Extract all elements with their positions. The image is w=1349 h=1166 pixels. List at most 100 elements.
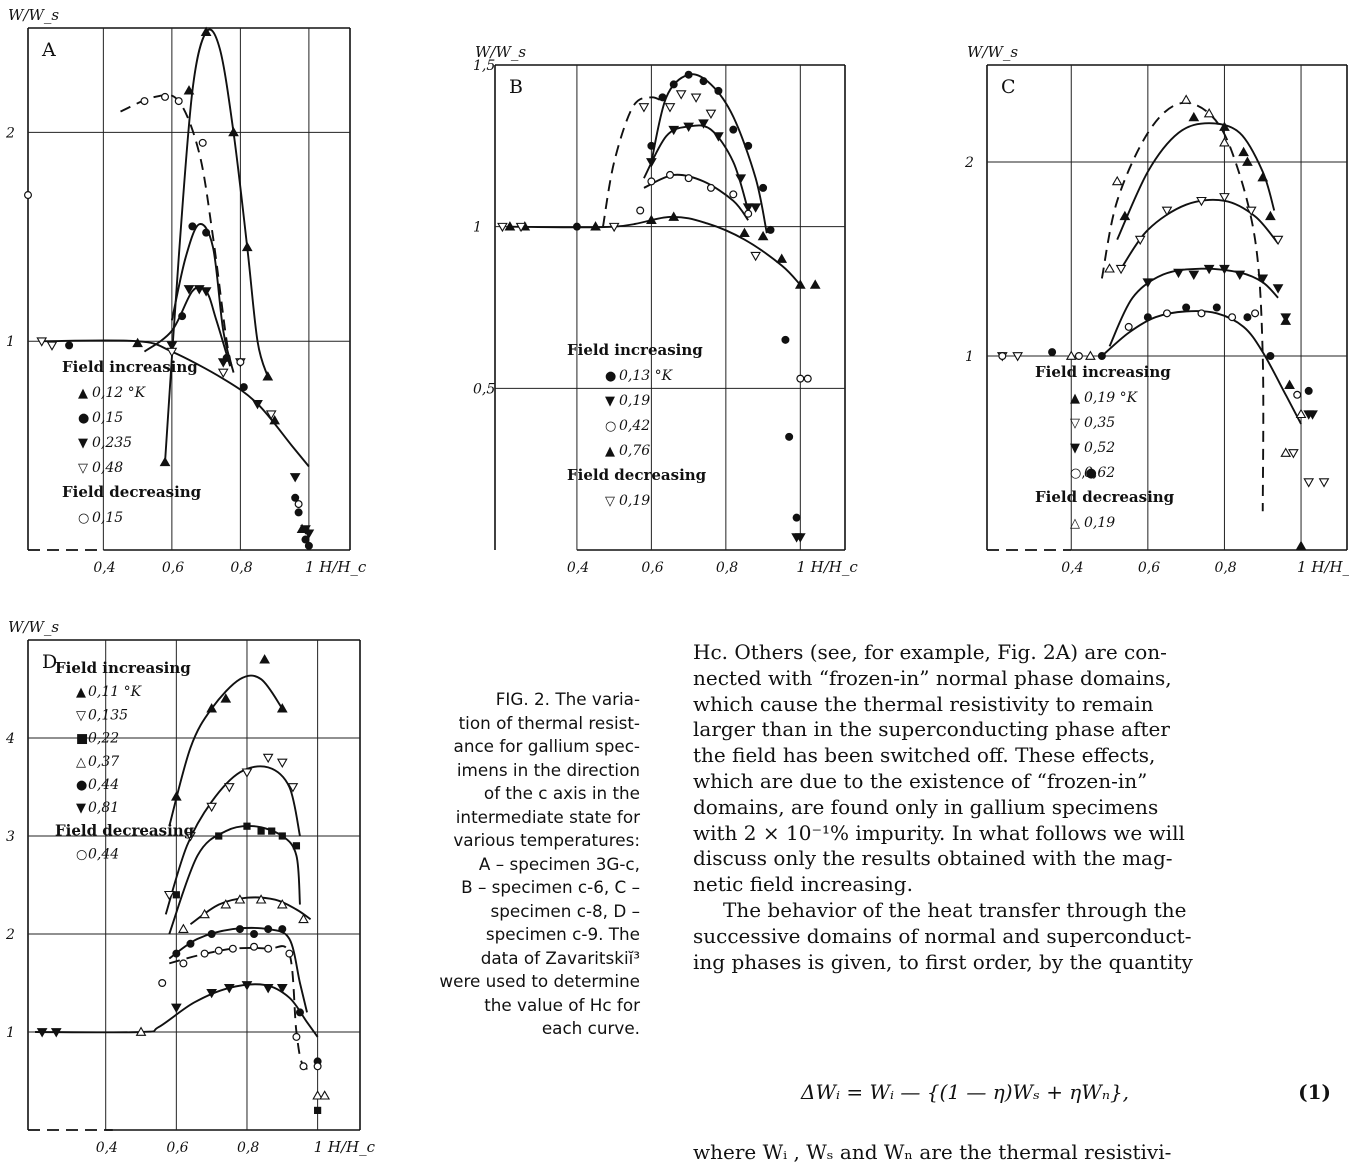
legend-label: 0,37 <box>88 754 119 770</box>
data-point <box>228 944 237 953</box>
data-point <box>278 925 287 934</box>
data-point <box>706 183 715 192</box>
data-point <box>1219 121 1230 131</box>
y-tick-label: 1 <box>473 220 482 236</box>
equation-number: (1) <box>1298 1080 1331 1104</box>
data-point <box>1245 206 1257 217</box>
series-2-curve <box>143 285 232 367</box>
data-point <box>572 222 581 231</box>
data-point <box>1243 313 1252 322</box>
data-point <box>299 1062 308 1071</box>
data-point <box>259 654 270 664</box>
data-point <box>647 141 656 150</box>
data-point <box>135 1026 147 1036</box>
series-0-curve <box>1116 122 1276 240</box>
y-tick-label: 0,5 <box>473 381 495 397</box>
data-point <box>646 214 657 225</box>
series-3-points <box>504 211 821 289</box>
series-1-points <box>996 193 1330 488</box>
panel-letter: C <box>1001 76 1016 98</box>
legend-marker: △ <box>76 755 86 770</box>
data-point <box>1212 303 1221 312</box>
series-3-points <box>135 894 331 1100</box>
y-axis-label: W/W_s <box>475 43 526 61</box>
data-point <box>301 535 310 544</box>
data-point <box>265 410 277 420</box>
x-axis-label: 1 H/H_c <box>305 558 367 576</box>
data-point <box>166 341 178 351</box>
data-point <box>294 508 303 517</box>
data-point <box>159 456 171 467</box>
data-point <box>223 984 235 994</box>
data-point <box>1111 175 1123 186</box>
caption-line: FIG. 2. The varia- <box>495 689 640 709</box>
equation-body: ΔWᵢ = Wᵢ — {(1 — η)Wₛ + ηWₙ}, <box>801 1080 1130 1104</box>
legend-label: 0,44 <box>88 777 119 793</box>
series-1-curve <box>170 223 235 373</box>
data-point <box>269 415 280 425</box>
data-point <box>590 221 601 231</box>
data-point <box>200 287 212 297</box>
data-point <box>1242 156 1253 166</box>
data-point <box>276 758 288 769</box>
data-point <box>675 90 687 100</box>
caption-line: specimen c-8, D – <box>490 900 640 921</box>
x-tick-label: 0,6 <box>162 560 184 576</box>
data-point <box>698 119 709 129</box>
body-line: which are due to the existence of “froze… <box>693 768 1148 793</box>
data-point <box>658 93 667 102</box>
data-point <box>50 1028 62 1038</box>
data-point <box>729 190 738 199</box>
data-point <box>257 827 265 835</box>
data-point <box>792 513 801 522</box>
data-point <box>1085 350 1096 360</box>
series-3-points <box>998 303 1313 399</box>
data-point <box>497 222 508 233</box>
body-text: Hc. Others (see, for example, Fig. 2A) a… <box>693 640 1333 975</box>
data-point <box>298 913 309 924</box>
y-tick-label: 1 <box>6 334 15 350</box>
data-point <box>200 26 212 37</box>
series-1-curve <box>164 765 301 915</box>
equation-1: ΔWᵢ = Wᵢ — {(1 — η)Wₛ + ηWₙ}, (1) <box>693 1080 1333 1110</box>
legend-increasing-title: Field increasing <box>567 341 703 359</box>
series-1-points <box>646 119 806 543</box>
data-point <box>684 70 693 79</box>
data-point <box>236 358 245 367</box>
caption-line: of the c axis in the <box>483 783 640 803</box>
panel-b-chart: 0,4 0,6 0,8 1 H/H_c 0,5 1 1,5W/W_s B Field incre… <box>473 43 858 576</box>
legend-label: 0,52 <box>1084 440 1115 456</box>
data-point <box>1303 478 1315 488</box>
legend-label: 0,76 <box>619 443 650 459</box>
data-point <box>268 827 276 835</box>
data-point <box>250 930 259 939</box>
series-1-points <box>163 753 299 901</box>
grid <box>27 639 361 1131</box>
legend-marker: ▽ <box>1070 416 1080 431</box>
data-point <box>666 170 675 179</box>
body-line: Hc. Others (see, for example, Fig. 2A) a… <box>693 640 1167 664</box>
data-point <box>713 132 724 142</box>
y-tick-label: 2 <box>964 155 974 171</box>
data-point <box>1266 352 1275 361</box>
x-tick-label: 0,6 <box>1138 560 1160 576</box>
data-point <box>684 174 693 183</box>
series-4-curve <box>120 93 235 373</box>
x-tick-label: 0,6 <box>641 560 663 576</box>
y-tick-label: 2 <box>5 927 15 943</box>
legend-marker: ▼ <box>78 436 88 451</box>
data-point <box>1219 193 1230 203</box>
data-point <box>803 374 812 383</box>
series-4-points <box>497 90 761 262</box>
data-point <box>1163 309 1172 318</box>
data-point <box>295 1008 304 1017</box>
series-6-points <box>158 942 322 1071</box>
legend-marker: △ <box>1070 516 1080 531</box>
data-point <box>1104 263 1115 273</box>
data-point <box>766 225 775 234</box>
data-point <box>262 371 274 381</box>
data-point <box>217 358 229 368</box>
body-last-line: where Wᵢ , Wₛ and Wₙ are the thermal res… <box>693 1140 1172 1164</box>
x-tick-label: 0,8 <box>230 560 252 576</box>
data-point <box>292 842 301 850</box>
